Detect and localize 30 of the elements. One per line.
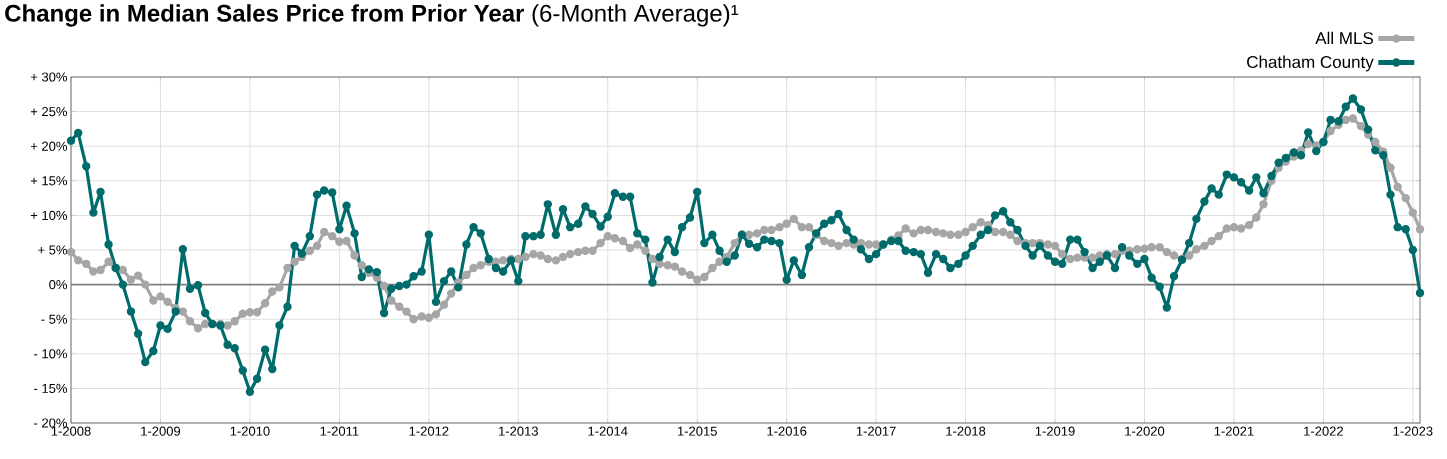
chart-title: Change in Median Sales Price from Prior Year (6-Month Average)¹ <box>5 4 739 27</box>
x-tick-label: 1-2023 <box>1393 426 1433 436</box>
y-tick-label: - 5% <box>41 314 68 324</box>
x-tick-label: 1-2010 <box>230 426 270 436</box>
legend-label: All MLS <box>1315 31 1373 45</box>
x-tick-label: 1-2013 <box>499 426 538 436</box>
x-tick-label: 1-2022 <box>1304 426 1343 436</box>
x-tick-label: 1-2018 <box>946 426 986 436</box>
y-tick-label: + 20% <box>30 141 68 151</box>
y-tick-label: + 25% <box>30 107 68 117</box>
x-tick-label: 1-2012 <box>409 426 449 436</box>
x-tick-label: 1-2009 <box>141 426 181 436</box>
y-tick-label: 0% <box>49 280 68 290</box>
y-tick-label: - 20% <box>34 418 68 428</box>
x-tick-label: 1-2020 <box>1125 426 1165 436</box>
y-tick-label: + 10% <box>30 210 68 220</box>
y-tick-label: + 5% <box>38 245 68 255</box>
x-tick-label: 1-2019 <box>1035 426 1075 436</box>
legend-label: Chatham County <box>1247 55 1374 72</box>
y-tick-label: - 15% <box>34 383 68 393</box>
x-tick-label: 1-2016 <box>767 426 807 436</box>
y-tick-label: + 30% <box>30 72 68 82</box>
y-tick-label: - 10% <box>34 349 68 359</box>
x-tick-label: 1-2008 <box>51 426 91 436</box>
x-tick-label: 1-2014 <box>588 426 628 436</box>
x-tick-label: 1-2021 <box>1214 426 1254 436</box>
x-tick-label: 1-2011 <box>320 426 359 436</box>
y-tick-label: + 15% <box>30 176 68 186</box>
x-tick-label: 1-2017 <box>856 426 896 436</box>
x-tick-label: 1-2015 <box>677 426 717 436</box>
